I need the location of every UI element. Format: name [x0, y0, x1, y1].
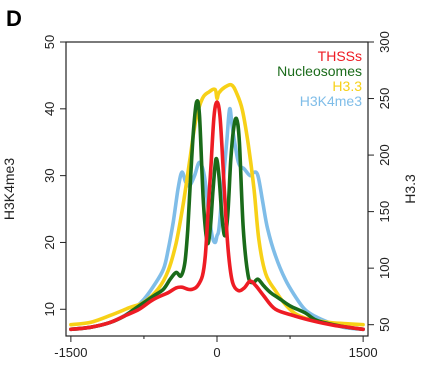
y-axis-title: H3K4me3: [1, 158, 17, 220]
y-tick-label: 20: [42, 235, 57, 249]
panel-label: D: [6, 6, 22, 31]
y2-tick-label: 150: [377, 201, 392, 223]
series-line-h3-3: [69, 82, 365, 327]
legend-entry-h3k4me3: H3K4me3: [300, 93, 362, 109]
y-tick-label: 40: [42, 102, 57, 116]
y2-tick-label: 200: [377, 144, 392, 166]
y2-axis-title: H3.3: [402, 174, 418, 204]
plot-frame: [65, 41, 369, 337]
legend-entry-h3-3: H3.3: [332, 78, 362, 94]
y-tick-label: 50: [42, 35, 57, 49]
right-y-axis: 50 100 150 200 250 300: [368, 31, 392, 332]
y2-tick-label: 50: [377, 317, 392, 331]
series-line-nucleosomes: [69, 99, 365, 332]
legend-entry-nucleosomes: Nucleosomes: [277, 63, 362, 79]
series-line-thsss: [69, 100, 365, 332]
y2-tick-label: 100: [377, 257, 392, 279]
series-layer: [69, 82, 365, 332]
y-tick-label: 30: [42, 168, 57, 182]
x-tick-label: -1500: [54, 345, 87, 360]
y-tick-label: 10: [42, 302, 57, 316]
series-line-h3k4me3: [69, 106, 365, 332]
y2-tick-label: 300: [377, 31, 392, 53]
y2-tick-label: 250: [377, 88, 392, 110]
plot-area: [65, 41, 369, 337]
legend-entry-thsss: THSSs: [318, 48, 362, 64]
left-y-axis: 10 20 30 40 50: [42, 35, 66, 317]
x-tick-label: 1500: [349, 345, 378, 360]
x-axis: -1500 0 1500: [54, 336, 378, 360]
x-tick-label: 0: [213, 345, 220, 360]
